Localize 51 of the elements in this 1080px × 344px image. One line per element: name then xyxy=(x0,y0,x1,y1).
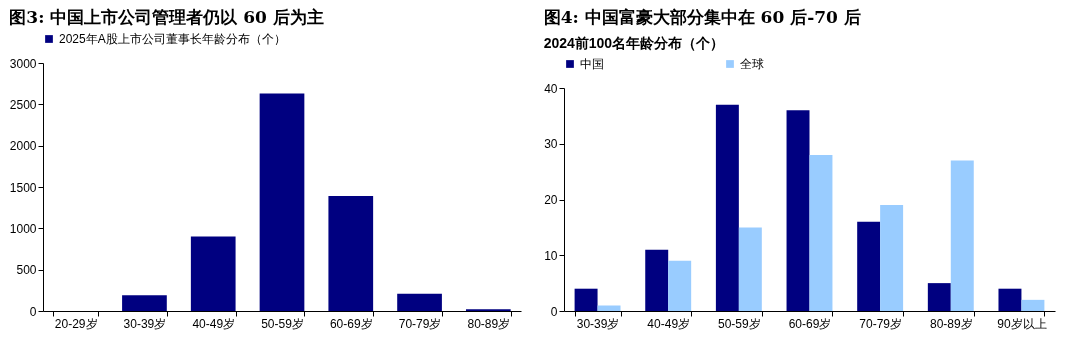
y-tick-label: 2000 xyxy=(9,139,37,154)
y-tick-label: 3000 xyxy=(9,56,37,71)
y-tick-label: 10 xyxy=(544,248,558,263)
y-tick-label: 1500 xyxy=(9,180,37,195)
y-tick-label: 0 xyxy=(550,304,558,319)
bar xyxy=(927,283,951,311)
chart-title: 图4: 中国富豪大部分集中在 60 后-70 后 xyxy=(543,7,861,27)
chart-subtitle: 2024前100名年龄分布（个） xyxy=(543,35,725,51)
bar xyxy=(574,288,598,311)
x-tick-label: 30-39岁 xyxy=(123,316,167,331)
x-tick-label: 50-59岁 xyxy=(261,316,304,331)
y-tick-label: 500 xyxy=(16,263,37,278)
legend-label: 全球 xyxy=(740,57,764,71)
x-tick-label: 40-49岁 xyxy=(647,316,691,331)
x-tick-label: 70-79岁 xyxy=(398,316,442,331)
bar xyxy=(857,221,881,311)
chart-title: 图3: 中国上市公司管理者仍以 60 后为主 xyxy=(9,7,324,27)
y-tick-label: 30 xyxy=(544,137,558,152)
bar xyxy=(397,293,442,311)
y-tick-label: 20 xyxy=(544,193,558,207)
x-tick-label: 30-39岁 xyxy=(576,316,620,331)
x-tick-label: 50-59岁 xyxy=(718,316,761,331)
legend-label: 2025年A股上市公司董事长年龄分布（个） xyxy=(59,32,286,46)
x-tick-label: 80-89岁 xyxy=(929,316,973,331)
x-tick-label: 20-29岁 xyxy=(54,316,98,331)
x-tick-label: 80-89岁 xyxy=(467,316,511,331)
x-tick-label: 70-79岁 xyxy=(859,316,902,331)
bar xyxy=(190,236,236,311)
bar xyxy=(786,110,810,311)
bar xyxy=(668,260,692,311)
y-tick-label: 1000 xyxy=(9,221,37,236)
x-tick-label: 40-49岁 xyxy=(192,316,236,331)
bar xyxy=(809,154,833,311)
bar xyxy=(328,196,374,311)
y-tick-label: 40 xyxy=(544,81,558,96)
y-tick-label: 2500 xyxy=(9,97,37,112)
x-tick-label: 60-69岁 xyxy=(788,316,832,331)
bar xyxy=(259,93,305,311)
bar xyxy=(738,227,762,311)
bar xyxy=(715,104,739,311)
bar xyxy=(950,160,974,311)
legend-label: 中国 xyxy=(580,57,604,71)
bar xyxy=(1021,299,1045,311)
x-tick-label: 90岁以上 xyxy=(997,316,1047,331)
y-tick-label: 0 xyxy=(29,304,37,319)
bar xyxy=(122,295,167,311)
bar xyxy=(880,205,904,311)
x-tick-label: 60-69岁 xyxy=(329,316,373,331)
bar xyxy=(998,288,1022,311)
bar xyxy=(645,249,669,311)
bar xyxy=(597,305,621,311)
